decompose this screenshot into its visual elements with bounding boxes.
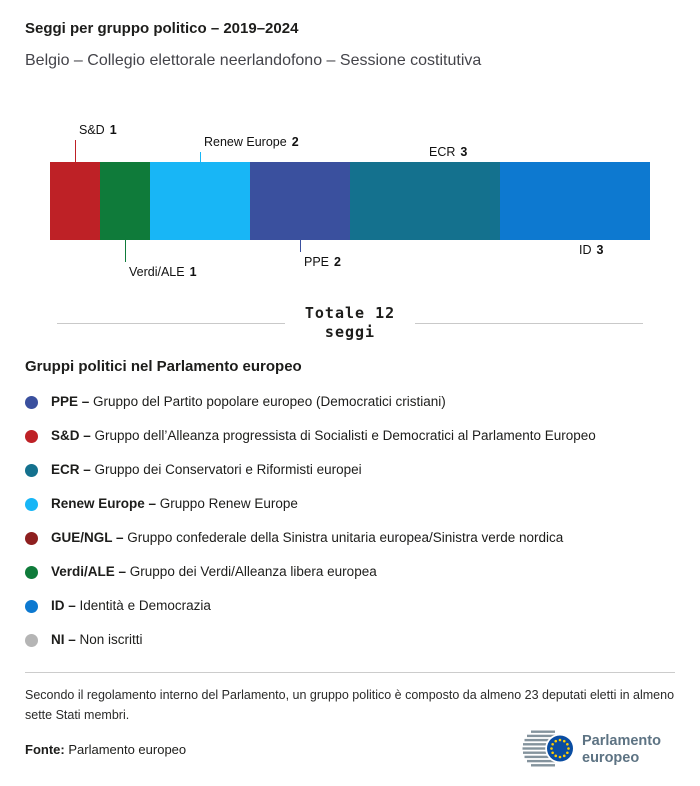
legend-title: Gruppi politici nel Parlamento europeo [25, 358, 302, 375]
bar-label-group-name: Renew Europe [204, 135, 287, 149]
total-seats-label: Totale 12 seggi [305, 304, 395, 342]
total-seats-line2: seggi [324, 323, 376, 341]
legend-item-renew: Renew Europe – Gruppo Renew Europe [25, 496, 675, 512]
legend-item-text: PPE – Gruppo del Partito popolare europe… [51, 394, 446, 410]
bar-segment-s-d [50, 162, 100, 240]
legend-list: PPE – Gruppo del Partito popolare europe… [25, 394, 675, 648]
logo-text-line1: Parlamento [582, 733, 661, 749]
callout-line-renew-europe [200, 152, 201, 162]
bar-segment-ppe [250, 162, 350, 240]
legend-item-ni: NI – Non iscritti [25, 632, 675, 648]
legend-item-text: ECR – Gruppo dei Conservatori e Riformis… [51, 462, 362, 478]
legend-item-ecr: ECR – Gruppo dei Conservatori e Riformis… [25, 462, 675, 478]
legend-item-desc: Gruppo confederale della Sinistra unitar… [127, 530, 564, 545]
bar-label-group-name: S&D [78, 123, 105, 137]
seats-chart: S&D 1 Verdi/ALE 1 Renew Europe 2 PPE 2 ECR 3 ID 3 [50, 115, 650, 290]
bar-label-ecr: ECR 3 [429, 145, 467, 159]
bar-label-group-name: ID [579, 243, 592, 257]
legend-item-text: Verdi/ALE – Gruppo dei Verdi/Alleanza li… [51, 564, 377, 580]
total-seats-line1: Totale 12 [304, 304, 396, 322]
callout-line-verdi-ale [125, 240, 126, 262]
legend-item-abbr: Verdi/ALE – [51, 564, 127, 579]
bar-label-group-name: Verdi/ALE [129, 265, 185, 279]
footer-divider [25, 672, 675, 673]
total-rule-left [57, 322, 285, 324]
bar-label-verdi-ale: Verdi/ALE 1 [129, 265, 197, 279]
seats-bar: S&D 1 Verdi/ALE 1 Renew Europe 2 PPE 2 ECR 3 ID 3 [50, 123, 650, 279]
bar-label-seat-count: 1 [109, 123, 117, 137]
legend-item-abbr: ID – [51, 598, 76, 613]
page-subtitle: Belgio – Collegio elettorale neerlandofo… [25, 52, 482, 69]
bar-label-s-d: S&D 1 [79, 123, 117, 137]
footer-row: Fonte: Parlamento europeo [25, 724, 678, 774]
legend-color-dot [25, 599, 38, 613]
bar-label-seat-count: 2 [334, 255, 341, 269]
legend-item-text: GUE/NGL – Gruppo confederale della Sinis… [51, 530, 563, 546]
bar-label-seat-count: 3 [460, 145, 468, 159]
legend-item-desc: Gruppo del Partito popolare europeo (Dem… [93, 394, 446, 409]
legend-color-dot [25, 565, 38, 579]
legend-item-abbr: PPE – [51, 394, 90, 409]
total-rule-right [415, 322, 643, 324]
legend-item-ppe: PPE – Gruppo del Partito popolare europe… [25, 394, 675, 410]
legend-item-abbr: NI – [51, 632, 76, 647]
bar-label-id: ID 3 [579, 243, 603, 257]
bar-label-ppe: PPE 2 [304, 255, 341, 269]
legend-color-dot [25, 531, 38, 545]
bar-label-seat-count: 3 [596, 243, 604, 257]
legend-item-desc: Gruppo dei Conservatori e Riformisti eur… [94, 462, 362, 477]
legend-color-dot [25, 395, 38, 409]
header: Seggi per gruppo politico – 2019–2024 Be… [0, 0, 700, 70]
bar-label-seat-count: 1 [189, 265, 197, 279]
legend-item-abbr: GUE/NGL – [51, 530, 124, 545]
legend-item-text: ID – Identità e Democrazia [51, 598, 211, 614]
legend-item-sd: S&D – Gruppo dell’Alleanza progressista … [25, 428, 675, 444]
callout-line-ppe [300, 240, 301, 252]
bar-label-seat-count: 2 [291, 135, 299, 149]
bar-segment-verdi-ale [100, 162, 150, 240]
source-label: Fonte: [25, 741, 65, 757]
legend-item-text: Renew Europe – Gruppo Renew Europe [51, 496, 298, 512]
total-seats-row: Totale 12 seggi [57, 304, 643, 342]
legend-item-desc: Gruppo Renew Europe [159, 496, 298, 511]
legend-color-dot [25, 429, 38, 443]
callout-line-s-d [75, 140, 76, 162]
legend-item-desc: Gruppo dell’Alleanza progressista di Soc… [94, 428, 596, 443]
legend-item-abbr: ECR – [51, 462, 91, 477]
legend-item-desc: Gruppo dei Verdi/Alleanza libera europea [129, 564, 377, 579]
page-title: Seggi per gruppo politico – 2019–2024 [25, 20, 299, 37]
bar-segment-ecr [350, 162, 500, 240]
bar-segment-id [500, 162, 650, 240]
legend-item-text: S&D – Gruppo dell’Alleanza progressista … [51, 428, 596, 444]
source-text: Parlamento europeo [68, 741, 187, 757]
legend-color-dot [25, 463, 38, 477]
legend-item-text: NI – Non iscritti [51, 632, 143, 648]
legend-item-verdi-ale: Verdi/ALE – Gruppo dei Verdi/Alleanza li… [25, 564, 675, 580]
legend-item-desc: Identità e Democrazia [79, 598, 211, 613]
legend-item-desc: Non iscritti [79, 632, 143, 647]
legend-item-id: ID – Identità e Democrazia [25, 598, 675, 614]
hemicycle-icon [522, 730, 564, 767]
legend-color-dot [25, 497, 38, 511]
bar-label-renew-europe: Renew Europe 2 [204, 135, 299, 149]
bar-segment-renew-europe [150, 162, 250, 240]
legend-item-abbr: Renew Europe – [51, 496, 157, 511]
logo-text-line2: europeo [582, 750, 639, 766]
eu-flag-icon [545, 733, 575, 764]
bar-label-group-name: ECR [429, 145, 456, 159]
legend: Gruppi politici nel Parlamento europeo P… [25, 358, 675, 648]
legend-color-dot [25, 633, 38, 647]
bar-label-group-name: PPE [304, 255, 330, 269]
source: Fonte: Parlamento europeo [25, 742, 186, 757]
european-parliament-logo: Parlamento europeo [522, 730, 661, 767]
legend-item-guengl: GUE/NGL – Gruppo confederale della Sinis… [25, 530, 675, 546]
legend-item-abbr: S&D – [51, 428, 91, 443]
footnote: Secondo il regolamento interno del Parla… [25, 688, 675, 722]
